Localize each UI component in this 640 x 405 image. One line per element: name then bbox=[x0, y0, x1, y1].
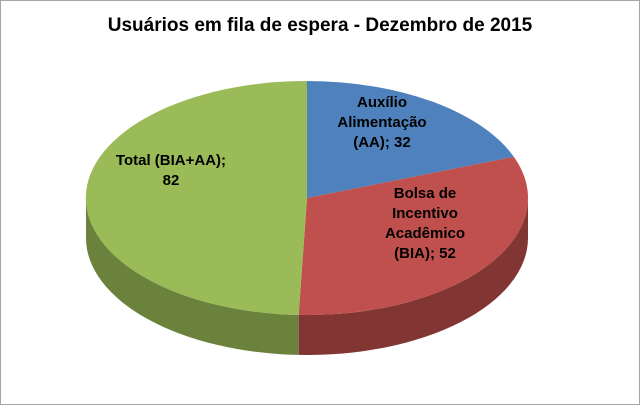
pie-slice-top bbox=[298, 156, 529, 316]
pie-slice-top bbox=[307, 81, 514, 198]
pie-slice-side bbox=[298, 198, 528, 356]
pie-slice-side bbox=[85, 198, 299, 355]
pie-slice-top bbox=[85, 80, 307, 315]
chart-title: Usuários em fila de espera - Dezembro de… bbox=[107, 15, 533, 36]
